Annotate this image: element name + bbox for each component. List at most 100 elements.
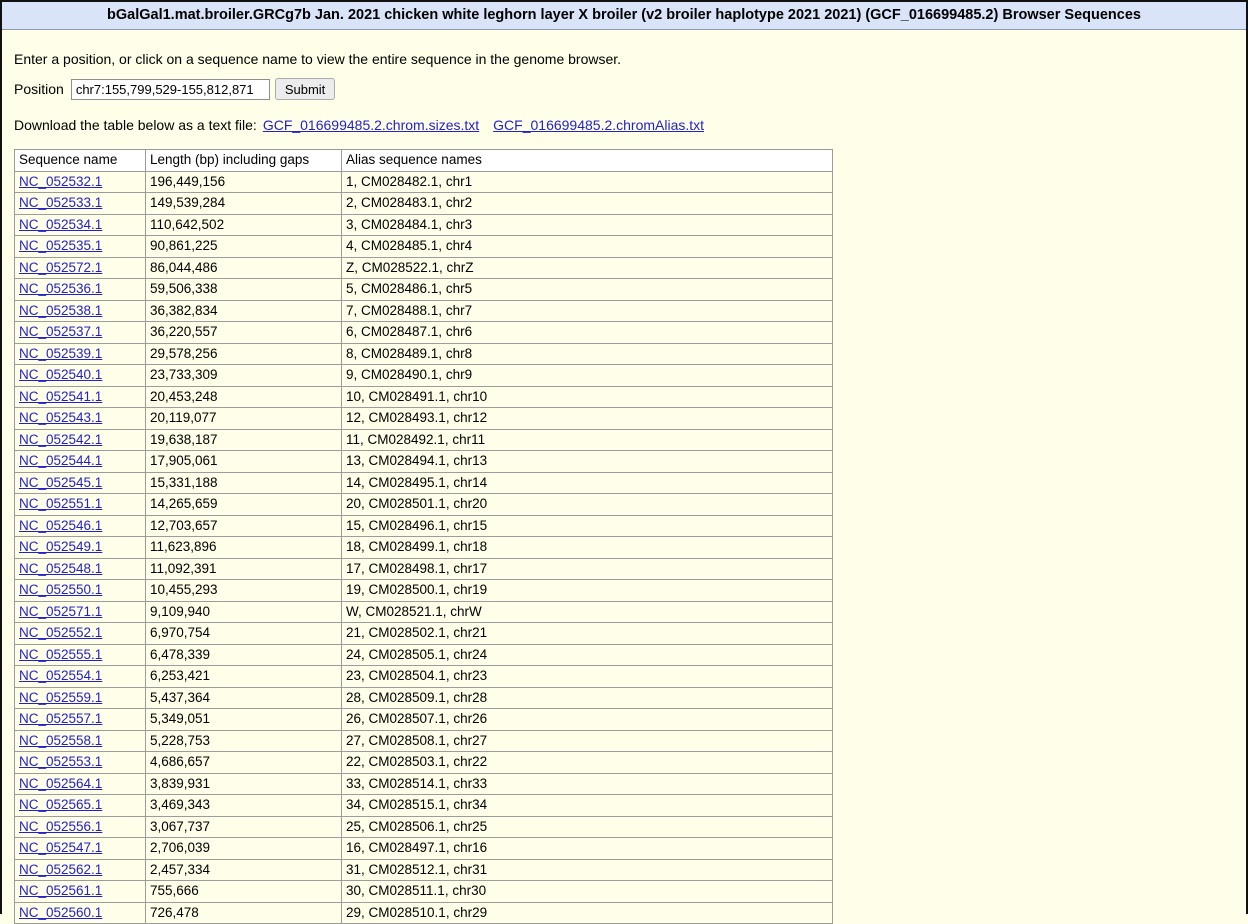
sequence-link[interactable]: NC_052552.1: [19, 625, 103, 640]
position-input[interactable]: [70, 78, 270, 100]
sequence-link[interactable]: NC_052549.1: [19, 539, 103, 554]
sequence-link[interactable]: NC_052556.1: [19, 818, 103, 834]
sequence-link[interactable]: NC_052555.1: [19, 646, 103, 662]
sequence-link[interactable]: NC_052544.1: [19, 453, 103, 468]
alias-cell: 25, CM028506.1, chr25: [341, 815, 833, 838]
table-row: NC_052536.1 59,506,338 5, CM028486.1, ch…: [14, 278, 833, 301]
sequence-link[interactable]: NC_052539.1: [19, 345, 103, 361]
sequence-link[interactable]: NC_052541.1: [19, 388, 103, 404]
table-row: NC_052565.1 3,469,343 34, CM028515.1, ch…: [14, 794, 833, 817]
table-row: NC_052555.1 6,478,339 24, CM028505.1, ch…: [14, 643, 833, 666]
length-cell: 36,382,834: [145, 299, 342, 322]
page-title: bGalGal1.mat.broiler.GRCg7b Jan. 2021 ch…: [2, 2, 1246, 30]
length-cell: 6,253,421: [145, 665, 342, 688]
length-cell: 29,578,256: [145, 342, 342, 365]
table-row: NC_052547.1 2,706,039 16, CM028497.1, ch…: [14, 837, 833, 860]
sequence-link[interactable]: NC_052540.1: [19, 367, 103, 382]
page-content: Enter a position, or click on a sequence…: [2, 51, 1246, 924]
submit-button[interactable]: Submit: [274, 78, 336, 100]
table-row: NC_052532.1 196,449,156 1, CM028482.1, c…: [14, 170, 833, 193]
sequence-link[interactable]: NC_052536.1: [19, 281, 103, 296]
sequence-link[interactable]: NC_052543.1: [19, 410, 103, 425]
length-cell: 59,506,338: [145, 278, 342, 301]
alias-cell: 11, CM028492.1, chr11: [341, 428, 833, 451]
alias-cell: 18, CM028499.1, chr18: [341, 536, 833, 559]
sequence-link[interactable]: NC_052537.1: [19, 324, 103, 339]
length-cell: 2,706,039: [145, 837, 342, 860]
length-cell: 6,478,339: [145, 643, 342, 666]
length-cell: 19,638,187: [145, 428, 342, 451]
table-row: NC_052564.1 3,839,931 33, CM028514.1, ch…: [14, 772, 833, 795]
sequence-link[interactable]: NC_052538.1: [19, 302, 103, 318]
length-cell: 2,457,334: [145, 858, 342, 881]
length-cell: 20,453,248: [145, 385, 342, 408]
sequence-link[interactable]: NC_052535.1: [19, 238, 103, 253]
alias-cell: 31, CM028512.1, chr31: [341, 858, 833, 881]
table-row: NC_052561.1 755,666 30, CM028511.1, chr3…: [14, 880, 833, 903]
sequence-link[interactable]: NC_052560.1: [19, 904, 103, 920]
length-cell: 20,119,077: [145, 407, 342, 430]
table-row: NC_052550.1 10,455,293 19, CM028500.1, c…: [14, 579, 833, 602]
table-row: NC_052554.1 6,253,421 23, CM028504.1, ch…: [14, 665, 833, 688]
download-prefix: Download the table below as a text file:: [14, 117, 257, 133]
sequence-link[interactable]: NC_052564.1: [19, 775, 103, 791]
sequence-link[interactable]: NC_052545.1: [19, 474, 103, 490]
sequence-table: Sequence name Length (bp) including gaps…: [14, 149, 833, 924]
table-row: NC_052571.1 9,109,940 W, CM028521.1, chr…: [14, 600, 833, 623]
sequence-link[interactable]: NC_052548.1: [19, 560, 103, 576]
sequence-link[interactable]: NC_052532.1: [19, 173, 103, 189]
sequence-link[interactable]: NC_052542.1: [19, 431, 103, 447]
table-row: NC_052559.1 5,437,364 28, CM028509.1, ch…: [14, 686, 833, 709]
alias-cell: 27, CM028508.1, chr27: [341, 729, 833, 752]
table-row: NC_052543.1 20,119,077 12, CM028493.1, c…: [14, 407, 833, 430]
table-row: NC_052560.1 726,478 29, CM028510.1, chr2…: [14, 901, 833, 924]
alias-cell: 17, CM028498.1, chr17: [341, 557, 833, 580]
chrom-alias-link[interactable]: GCF_016699485.2.chromAlias.txt: [493, 117, 705, 133]
alias-cell: 24, CM028505.1, chr24: [341, 643, 833, 666]
length-cell: 9,109,940: [145, 600, 342, 623]
alias-cell: 34, CM028515.1, chr34: [341, 794, 833, 817]
sequence-link[interactable]: NC_052553.1: [19, 754, 103, 769]
length-cell: 5,349,051: [145, 708, 342, 731]
alias-cell: 30, CM028511.1, chr30: [341, 880, 833, 903]
sequence-link[interactable]: NC_052550.1: [19, 582, 103, 597]
table-row: NC_052533.1 149,539,284 2, CM028483.1, c…: [14, 192, 833, 215]
sequence-link[interactable]: NC_052533.1: [19, 195, 103, 210]
alias-cell: 26, CM028507.1, chr26: [341, 708, 833, 731]
sequence-link[interactable]: NC_052558.1: [19, 732, 103, 748]
alias-cell: 10, CM028491.1, chr10: [341, 385, 833, 408]
table-row: NC_052572.1 86,044,486 Z, CM028522.1, ch…: [14, 256, 833, 279]
chrom-sizes-link[interactable]: GCF_016699485.2.chrom.sizes.txt: [262, 117, 480, 133]
sequence-link[interactable]: NC_052547.1: [19, 840, 103, 855]
sequence-link[interactable]: NC_052571.1: [19, 603, 103, 619]
table-row: NC_052542.1 19,638,187 11, CM028492.1, c…: [14, 428, 833, 451]
table-row: NC_052539.1 29,578,256 8, CM028489.1, ch…: [14, 342, 833, 365]
sequence-link[interactable]: NC_052559.1: [19, 689, 103, 705]
alias-cell: 7, CM028488.1, chr7: [341, 299, 833, 322]
sequence-link[interactable]: NC_052554.1: [19, 668, 103, 683]
sequence-link[interactable]: NC_052572.1: [19, 259, 103, 275]
alias-cell: 13, CM028494.1, chr13: [341, 450, 833, 473]
sequence-link[interactable]: NC_052534.1: [19, 216, 103, 232]
table-row: NC_052534.1 110,642,502 3, CM028484.1, c…: [14, 213, 833, 236]
alias-cell: 23, CM028504.1, chr23: [341, 665, 833, 688]
alias-cell: 29, CM028510.1, chr29: [341, 901, 833, 924]
sequence-link[interactable]: NC_052562.1: [19, 861, 103, 877]
sequence-link[interactable]: NC_052551.1: [19, 496, 103, 511]
table-header-row: Sequence name Length (bp) including gaps…: [14, 149, 833, 172]
table-row: NC_052535.1 90,861,225 4, CM028485.1, ch…: [14, 235, 833, 258]
table-row: NC_052558.1 5,228,753 27, CM028508.1, ch…: [14, 729, 833, 752]
intro-text: Enter a position, or click on a sequence…: [14, 51, 622, 67]
sequence-link[interactable]: NC_052546.1: [19, 517, 103, 533]
alias-cell: 6, CM028487.1, chr6: [341, 321, 833, 344]
alias-cell: 28, CM028509.1, chr28: [341, 686, 833, 709]
table-row: NC_052538.1 36,382,834 7, CM028488.1, ch…: [14, 299, 833, 322]
sequence-link[interactable]: NC_052561.1: [19, 883, 103, 898]
sequence-link[interactable]: NC_052565.1: [19, 797, 103, 812]
download-row: Download the table below as a text file:…: [14, 117, 1246, 134]
sequence-link[interactable]: NC_052557.1: [19, 711, 103, 726]
alias-cell: 9, CM028490.1, chr9: [341, 364, 833, 387]
alias-cell: 3, CM028484.1, chr3: [341, 213, 833, 236]
table-row: NC_052551.1 14,265,659 20, CM028501.1, c…: [14, 493, 833, 516]
length-cell: 14,265,659: [145, 493, 342, 516]
